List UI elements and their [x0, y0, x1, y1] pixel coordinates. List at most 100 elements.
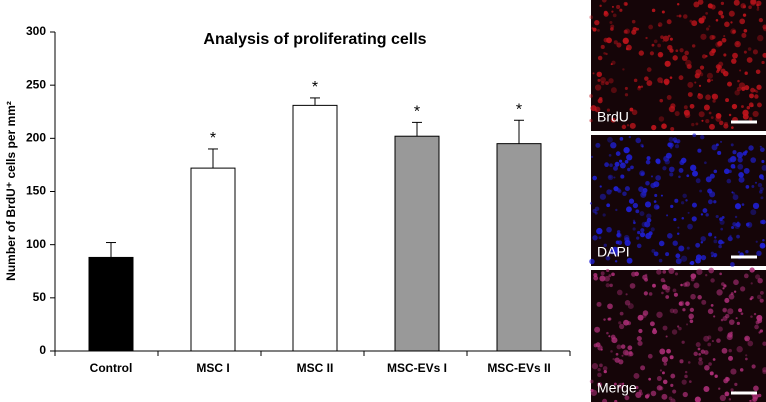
cell — [637, 340, 643, 346]
cell — [691, 216, 697, 222]
cell — [727, 81, 733, 87]
cell — [646, 67, 652, 72]
cell — [687, 92, 693, 98]
bar — [88, 256, 134, 352]
cell — [717, 150, 722, 156]
cell — [618, 321, 622, 325]
cell — [746, 105, 751, 110]
cell — [655, 175, 661, 181]
cell — [695, 242, 701, 248]
cell — [724, 297, 730, 303]
cell — [734, 40, 741, 48]
cell — [646, 80, 653, 86]
cell — [638, 389, 643, 393]
cell — [717, 40, 723, 46]
cell — [605, 283, 610, 288]
cell — [595, 142, 601, 148]
cell — [729, 156, 737, 163]
cell — [621, 124, 627, 130]
cell — [684, 50, 689, 56]
cell — [677, 325, 680, 328]
cell — [728, 293, 735, 300]
cell — [676, 232, 680, 236]
cell — [674, 111, 680, 117]
cell — [756, 3, 759, 7]
x-tick-label: MSC-EVs I — [387, 361, 447, 375]
cell — [672, 288, 677, 293]
cell — [743, 28, 748, 33]
cell — [683, 14, 688, 19]
cell — [662, 325, 668, 331]
cell — [651, 8, 656, 13]
cell — [661, 123, 667, 129]
cell — [626, 206, 632, 213]
cell — [603, 243, 607, 248]
cell — [734, 223, 741, 229]
cell — [711, 48, 716, 54]
cell — [678, 75, 684, 81]
cell — [726, 334, 733, 341]
cell — [668, 105, 676, 113]
cell — [734, 89, 740, 96]
cell — [622, 191, 627, 197]
cell — [649, 51, 654, 56]
cell — [644, 394, 650, 399]
cell — [621, 354, 624, 357]
y-tick-label: 200 — [26, 131, 46, 145]
cell — [592, 175, 597, 181]
cell — [635, 209, 640, 214]
cell — [743, 50, 747, 54]
cell — [624, 300, 631, 306]
cell — [616, 187, 621, 193]
cell — [617, 189, 622, 194]
cell — [756, 294, 762, 300]
cell — [597, 55, 603, 61]
cell — [745, 185, 750, 189]
cell — [762, 369, 766, 375]
cell — [731, 58, 737, 64]
cell — [644, 221, 651, 228]
cell — [661, 356, 669, 363]
cell — [694, 396, 701, 402]
cell — [597, 28, 600, 32]
cell — [672, 55, 678, 61]
cell — [720, 140, 723, 143]
cell — [675, 253, 681, 259]
cell — [597, 78, 601, 82]
cell — [761, 159, 765, 164]
cell — [669, 172, 674, 177]
cell — [611, 337, 618, 344]
cell — [593, 343, 598, 348]
cell — [732, 52, 738, 59]
cell — [662, 166, 667, 171]
cell — [645, 36, 648, 40]
cell — [713, 169, 718, 174]
cell — [603, 51, 606, 55]
cell — [669, 308, 675, 314]
cell — [730, 292, 734, 295]
cell — [713, 254, 717, 258]
cell — [607, 174, 614, 181]
cell — [753, 89, 757, 92]
cell — [721, 282, 725, 286]
cell — [742, 5, 747, 9]
cell — [597, 372, 602, 378]
cell — [683, 282, 688, 287]
cell — [650, 227, 655, 232]
x-tick-label: Control — [90, 361, 133, 375]
cell — [709, 371, 714, 376]
cell — [710, 303, 714, 307]
cell — [750, 282, 753, 285]
cell — [737, 163, 744, 170]
cell — [690, 260, 695, 266]
cell — [754, 324, 759, 330]
cell — [693, 282, 700, 289]
cell — [638, 186, 644, 193]
cell — [613, 186, 619, 192]
cell — [635, 385, 639, 390]
cell — [622, 68, 625, 71]
cell — [624, 2, 628, 6]
cell — [620, 174, 625, 179]
cell — [700, 236, 706, 242]
cell — [679, 359, 684, 364]
